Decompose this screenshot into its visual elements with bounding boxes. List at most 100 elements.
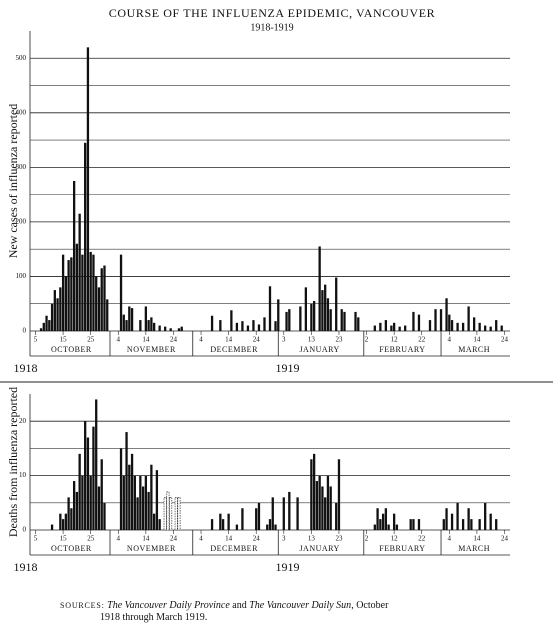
bar: [150, 317, 153, 331]
bar: [177, 497, 181, 531]
bar: [64, 276, 68, 331]
bar: [61, 254, 65, 331]
bar: [125, 320, 128, 331]
bar: [379, 322, 382, 331]
x-tick-label: 25: [87, 535, 95, 543]
x-tick-label: 12: [391, 336, 399, 344]
x-tick-label: 24: [253, 535, 261, 543]
x-tick-label: 14: [225, 336, 233, 344]
bar: [42, 322, 45, 331]
y-axis-label: New cases of influenza reported: [6, 104, 20, 259]
bar: [384, 508, 388, 530]
month-label: OCTOBER: [51, 544, 92, 553]
bar: [147, 320, 150, 331]
bar: [299, 306, 302, 331]
bar: [274, 524, 277, 530]
bar: [180, 326, 183, 331]
bar: [130, 453, 134, 530]
x-tick-label: 13: [308, 336, 316, 344]
x-tick-label: 4: [199, 535, 203, 543]
chart: COURSE OF THE INFLUENZA EPIDEMIC, VANCOU…: [0, 6, 553, 574]
bar: [84, 421, 87, 530]
bar: [56, 298, 59, 331]
bar: [343, 311, 346, 331]
bar: [321, 290, 324, 331]
bar: [89, 475, 92, 530]
bar: [412, 519, 415, 530]
x-tick-label: 22: [418, 535, 426, 543]
bar: [45, 315, 48, 331]
bar: [67, 260, 70, 331]
bar: [78, 453, 81, 530]
bar: [417, 314, 421, 331]
bar: [86, 437, 90, 530]
bar: [128, 464, 131, 530]
bar: [128, 306, 131, 331]
bar: [373, 325, 376, 331]
bar: [241, 508, 244, 530]
year-label: 1918: [13, 361, 37, 375]
source-paper: The Vancouver Daily Sun: [249, 600, 352, 611]
bar: [354, 311, 357, 331]
bar: [81, 475, 84, 530]
source-text: 1918 through March 1919.: [100, 612, 208, 623]
x-tick-label: 4: [199, 336, 203, 344]
bar: [450, 513, 454, 530]
bar: [445, 508, 448, 530]
bar: [318, 246, 321, 331]
x-tick-label: 24: [170, 336, 178, 344]
bar: [81, 254, 84, 331]
bar: [125, 432, 128, 530]
bar: [75, 243, 79, 331]
x-tick-label: 12: [391, 535, 399, 543]
y-tick-label: 200: [16, 218, 27, 226]
bar: [285, 311, 288, 331]
bar: [340, 309, 343, 331]
bar: [271, 497, 274, 530]
x-tick-label: 4: [448, 535, 452, 543]
month-label: NOVEMBER: [127, 544, 176, 553]
bar: [448, 314, 451, 331]
bar: [409, 519, 412, 530]
bar: [495, 320, 498, 331]
bar: [296, 497, 299, 530]
bar: [428, 320, 432, 331]
bar: [257, 502, 261, 530]
bar: [147, 491, 150, 530]
bar: [158, 519, 161, 530]
bar: [97, 486, 101, 530]
y-tick-label: 500: [16, 54, 27, 62]
bar: [321, 486, 324, 530]
x-tick-label: 14: [473, 535, 481, 543]
y-tick-label: 20: [19, 417, 27, 425]
x-tick-label: 3: [282, 336, 286, 344]
bar: [373, 524, 376, 530]
bar: [150, 464, 153, 530]
bar: [50, 524, 54, 530]
bar: [392, 322, 396, 331]
bar: [398, 326, 401, 331]
x-tick-label: 2: [365, 336, 369, 344]
bar: [95, 276, 98, 331]
month-label: FEBRUARY: [379, 544, 425, 553]
x-tick-label: 15: [60, 535, 68, 543]
bar: [221, 519, 225, 530]
x-tick-label: 2: [365, 535, 369, 543]
bar: [439, 309, 443, 331]
bar: [95, 399, 98, 530]
bar: [174, 497, 178, 531]
bar: [139, 320, 142, 331]
bar: [337, 459, 341, 530]
bar: [387, 524, 390, 530]
bar: [72, 181, 76, 331]
bar: [472, 317, 476, 331]
x-tick-label: 4: [448, 336, 452, 344]
bar: [445, 298, 448, 331]
bar: [122, 475, 125, 530]
bar: [39, 328, 43, 331]
bar: [89, 251, 92, 331]
bar: [59, 513, 62, 530]
bar: [144, 475, 148, 530]
bar: [282, 497, 285, 530]
bar: [158, 325, 161, 331]
